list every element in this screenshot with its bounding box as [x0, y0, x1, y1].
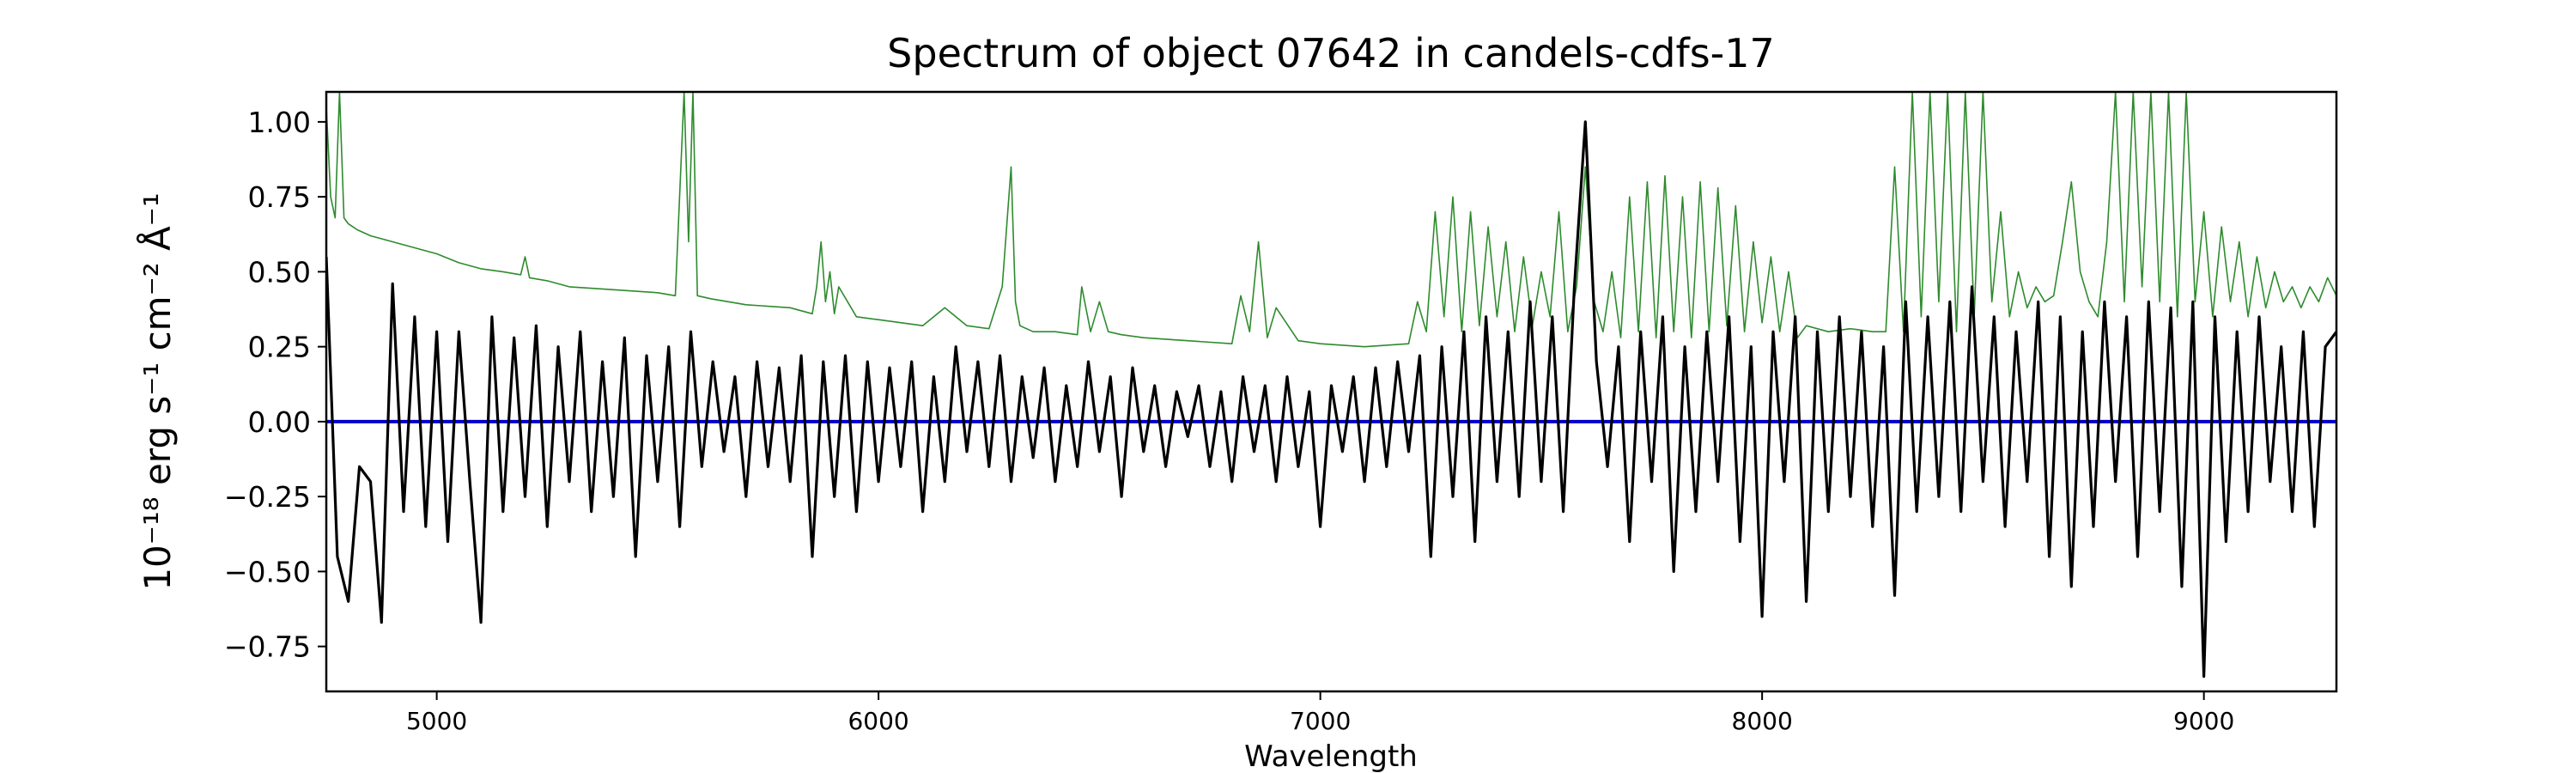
y-tick-label: 0.75 — [248, 180, 311, 214]
plot-frame — [325, 90, 2338, 693]
y-axis: −0.75 −0.50 −0.25 0.00 0.25 0.50 0.75 1.00 — [224, 106, 326, 664]
y-tick-label: 0.50 — [248, 255, 311, 289]
series-line-noise — [326, 92, 2336, 348]
x-axis-label: Wavelength — [1244, 740, 1418, 773]
x-tick-label: 6000 — [848, 707, 908, 735]
series-line-flux — [326, 120, 2336, 679]
x-axis: 5000 6000 7000 8000 9000 — [406, 691, 2234, 735]
series-layer — [326, 92, 2336, 679]
y-tick-label: −0.25 — [224, 480, 311, 514]
chart-title: Spectrum of object 07642 in candels-cdfs… — [887, 30, 1775, 76]
y-tick-label: 0.00 — [248, 405, 311, 439]
y-tick-label: −0.75 — [224, 630, 311, 664]
y-tick-label: −0.50 — [224, 555, 311, 588]
x-tick-label: 5000 — [406, 707, 467, 735]
y-tick-label: 1.00 — [248, 106, 311, 139]
x-tick-label: 9000 — [2173, 707, 2234, 735]
x-tick-label: 7000 — [1290, 707, 1351, 735]
y-axis-label: 10⁻¹⁸ erg s⁻¹ cm⁻² Å⁻¹ — [136, 192, 179, 590]
x-tick-label: 8000 — [1732, 707, 1793, 735]
y-tick-label: 0.25 — [248, 331, 311, 364]
